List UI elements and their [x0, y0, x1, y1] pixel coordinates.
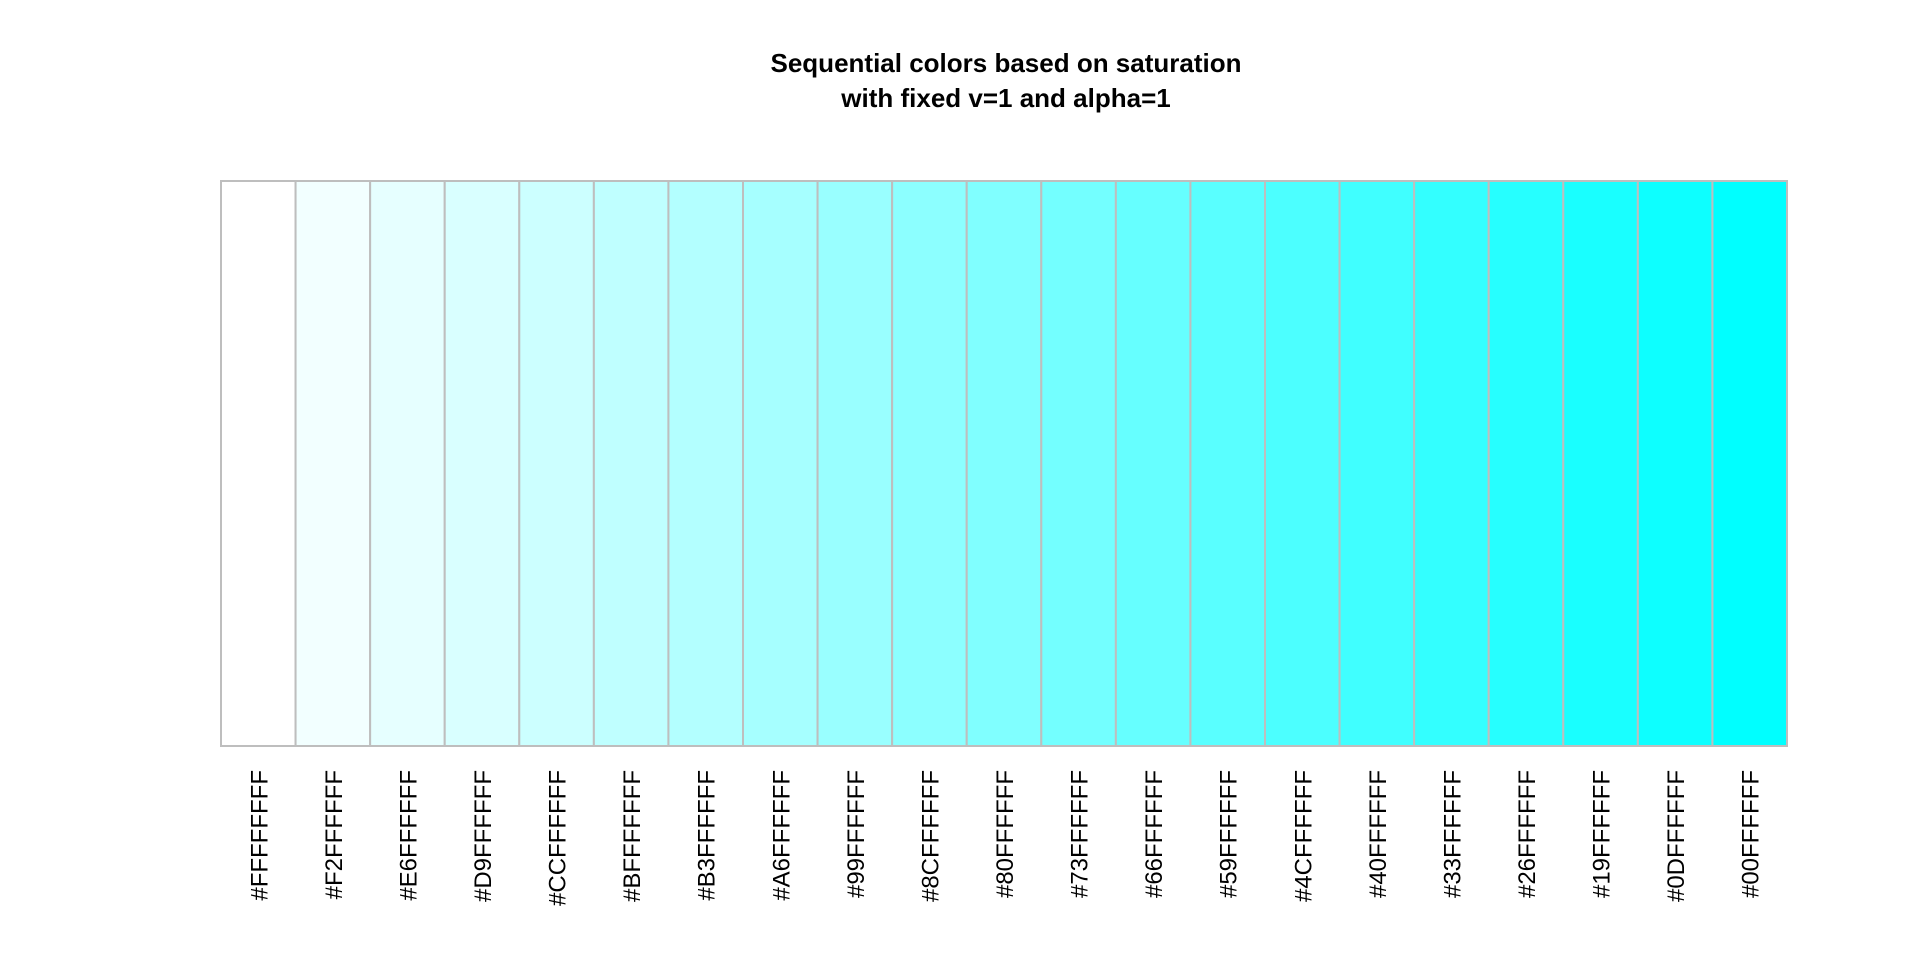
- color-hex-label: #B3FFFFFF: [694, 770, 721, 901]
- color-hex-label: #D9FFFFFF: [470, 770, 497, 902]
- color-hex-label: #CCFFFFFF: [545, 770, 572, 906]
- chart-title: Sequential colors based on saturation: [771, 48, 1242, 78]
- tick-label-group: #FFFFFFFF #F2FFFFFF #E6FFFFFF #D9FFFFFF #CCF…: [246, 770, 1764, 906]
- color-hex-label: #BFFFFFFF: [619, 770, 646, 902]
- color-swatch-bar: [1487, 180, 1565, 747]
- color-swatch-bar: [816, 180, 894, 747]
- swatch-group: [220, 180, 1789, 747]
- color-swatch-bar: [742, 180, 819, 747]
- color-swatch-bar: [1636, 180, 1714, 747]
- color-swatch-bar: [443, 180, 521, 747]
- color-hex-label: #E6FFFFFF: [395, 770, 422, 901]
- color-swatch-bar: [220, 180, 297, 747]
- color-hex-label: #4CFFFFFF: [1290, 770, 1317, 902]
- chart-subtitle: with fixed v=1 and alpha=1: [840, 83, 1170, 113]
- color-swatch-bar: [518, 180, 595, 747]
- color-swatch-bar: [1711, 180, 1789, 747]
- color-hex-label: #99FFFFFF: [843, 770, 870, 898]
- color-swatch-bar: [1264, 180, 1341, 747]
- color-swatch-bar: [592, 180, 670, 747]
- color-swatch-bar: [667, 180, 744, 747]
- color-swatch-bar: [1040, 180, 1117, 747]
- color-hex-label: #FFFFFFFF: [246, 770, 273, 901]
- color-hex-label: #8CFFFFFF: [917, 770, 944, 902]
- color-hex-label: #73FFFFFF: [1067, 770, 1094, 898]
- color-hex-label: #00FFFFFF: [1738, 770, 1765, 898]
- color-swatch-bar: [965, 180, 1043, 747]
- color-swatch-bar: [1413, 180, 1490, 747]
- color-swatch-bar: [1338, 180, 1416, 747]
- color-hex-label: #0DFFFFFF: [1663, 770, 1690, 902]
- color-hex-label: #F2FFFFFF: [321, 770, 348, 899]
- color-hex-label: #19FFFFFF: [1589, 770, 1616, 898]
- color-hex-label: #59FFFFFF: [1216, 770, 1243, 898]
- color-hex-label: #26FFFFFF: [1514, 770, 1541, 898]
- color-swatch-bar: [294, 180, 372, 747]
- color-swatch-bar: [1189, 180, 1267, 747]
- color-swatch-bar: [1114, 180, 1192, 747]
- color-hex-label: #40FFFFFF: [1365, 770, 1392, 898]
- color-hex-label: #A6FFFFFF: [768, 770, 795, 901]
- color-hex-label: #66FFFFFF: [1141, 770, 1168, 898]
- color-hex-label: #80FFFFFF: [992, 770, 1019, 898]
- color-swatch-bar: [1562, 180, 1639, 747]
- color-swatch-bar: [891, 180, 968, 747]
- color-swatch-bar: [369, 180, 446, 747]
- color-hex-label: #33FFFFFF: [1439, 770, 1466, 898]
